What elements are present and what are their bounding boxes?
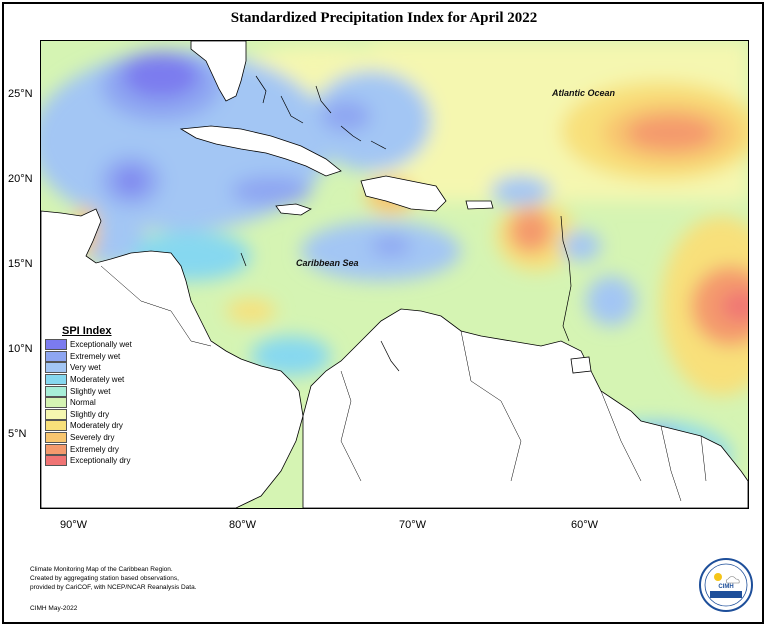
legend-label: Exceptionally dry xyxy=(70,456,131,466)
legend-item: Exceptionally dry xyxy=(45,455,145,467)
lon-label-90w: 90°W xyxy=(60,519,88,531)
lon-label-80w: 80°W xyxy=(229,519,257,531)
legend-item: Slightly wet xyxy=(45,385,145,397)
lat-label-25n: 25°N xyxy=(8,88,33,100)
legend-item: Severely dry xyxy=(45,432,145,444)
legend-label: Extremely wet xyxy=(70,351,121,361)
spi-legend: SPI Index Exceptionally wet Extremely wet… xyxy=(45,325,145,467)
credits: Climate Monitoring Map of the Caribbean … xyxy=(30,565,197,592)
lat-label-10n: 10°N xyxy=(8,343,33,355)
legend-swatch xyxy=(45,420,67,432)
legend-items: Exceptionally wet Extremely wet Very wet Mo… xyxy=(45,339,145,467)
credit-line-2: Created by aggregating station based obs… xyxy=(30,575,179,582)
legend-item: Very wet xyxy=(45,362,145,374)
legend-label: Slightly wet xyxy=(70,386,111,396)
legend-title: SPI Index xyxy=(62,325,112,337)
legend-swatch xyxy=(45,374,67,386)
legend-label: Extremely dry xyxy=(70,444,119,454)
legend-label: Exceptionally wet xyxy=(70,340,132,350)
legend-swatch xyxy=(45,385,67,397)
map-title: Standardized Precipitation Index for Apr… xyxy=(230,10,538,26)
atlantic-ocean-label: Atlantic Ocean xyxy=(552,88,616,98)
legend-label: Slightly dry xyxy=(70,409,110,419)
legend-label: Severely dry xyxy=(70,433,115,443)
credit-line-1: Climate Monitoring Map of the Caribbean … xyxy=(30,566,173,573)
legend-swatch xyxy=(45,362,67,374)
legend-swatch xyxy=(45,397,67,409)
legend-label: Normal xyxy=(70,398,96,408)
legend-label: Moderately wet xyxy=(70,375,125,385)
logo-text: CIMH xyxy=(718,584,733,590)
lat-label-20n: 20°N xyxy=(8,173,33,185)
legend-swatch xyxy=(45,432,67,444)
legend-item: Exceptionally wet xyxy=(45,339,145,351)
credit-line-3: provided by CariCOF, with NCEP/NCAR Rean… xyxy=(30,584,197,591)
legend-label: Moderately dry xyxy=(70,421,123,431)
legend-swatch xyxy=(45,350,67,362)
spi-map-graphic xyxy=(41,41,748,508)
legend-item: Normal xyxy=(45,397,145,409)
legend-swatch xyxy=(45,443,67,455)
lat-label-15n: 15°N xyxy=(8,258,33,270)
lon-label-70w: 70°W xyxy=(399,519,427,531)
spi-map xyxy=(40,40,749,509)
legend-item: Extremely dry xyxy=(45,443,145,455)
legend-swatch xyxy=(45,455,67,467)
credit-signature: CIMH May-2022 xyxy=(30,605,78,612)
legend-item: Moderately wet xyxy=(45,374,145,386)
legend-swatch xyxy=(45,339,67,351)
cimh-logo-icon: CIMH xyxy=(699,558,753,612)
legend-item: Moderately dry xyxy=(45,420,145,432)
legend-item: Extremely wet xyxy=(45,350,145,363)
legend-item: Slightly dry xyxy=(45,408,145,421)
lon-label-60w: 60°W xyxy=(571,519,599,531)
legend-swatch xyxy=(45,408,67,420)
caribbean-sea-label: Caribbean Sea xyxy=(296,258,359,268)
lat-label-5n: 5°N xyxy=(8,428,27,440)
legend-label: Very wet xyxy=(70,363,101,373)
